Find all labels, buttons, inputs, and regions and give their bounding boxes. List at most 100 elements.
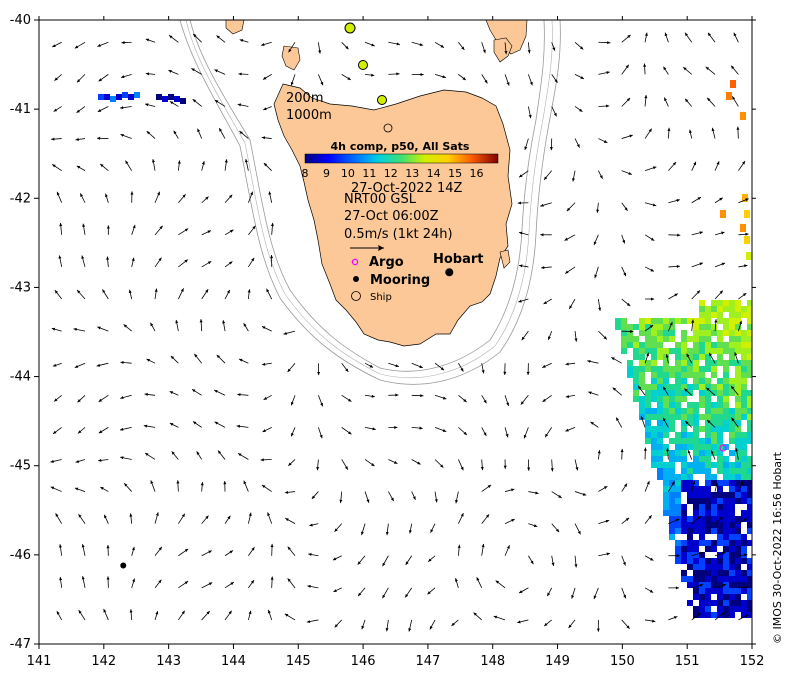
current-vector-head [54,398,58,402]
sst-cell [669,426,675,432]
sst-cell [681,396,687,402]
sst-cell [723,552,729,558]
current-vector-head [596,209,600,213]
current-vector-head [597,450,601,454]
sst-cell [705,474,711,480]
current-vector-head [287,578,291,582]
current-vector-head [693,161,696,166]
sst-cell [735,300,741,306]
sst-cell [693,450,699,456]
sst-cell [711,402,717,408]
sst-cell [663,450,669,456]
x-tick-label: 145 [286,654,311,669]
sst-cell [723,606,729,612]
sst-cell [699,372,705,378]
sst-cell [687,582,693,588]
sst-cell [687,492,693,498]
sst-cell [681,522,687,528]
current-vector-head [250,580,255,584]
current-vector-head [130,191,134,195]
sst-cell [657,318,663,324]
sst-cell [693,444,699,450]
sst-cell [705,456,711,462]
colorbar-title: 4h comp, p50, All Sats [331,140,470,153]
current-vector-head [169,423,174,426]
sst-cell [735,570,741,576]
current-vector-head [395,393,399,397]
contour-label-1000m: 1000m [286,108,332,123]
sst-cell [741,582,747,588]
current-vector-head [644,32,648,36]
current-vector-head [549,147,553,151]
current-vector-head [673,616,678,620]
sst-cell [657,426,663,432]
sst-cell [729,312,735,318]
current-vector-head [542,398,546,402]
current-vector-head [646,352,649,357]
current-vector-head [675,518,680,522]
sst-cell [681,450,687,456]
current-vector-head [229,194,233,199]
sst-cell [729,348,735,354]
sst-cell [134,92,140,98]
sst-cell [627,342,633,348]
current-vector-head [288,462,292,466]
sst-cell [687,390,693,396]
sst-cell [729,306,735,312]
sst-cell [717,426,723,432]
current-vector-head [731,385,735,390]
current-vector-head [244,158,248,163]
sst-cell [699,396,705,402]
current-vector-head [616,417,620,421]
sst-data [98,80,752,618]
sst-cell [723,588,729,594]
sst-cell [740,112,746,120]
current-vector-head [58,544,62,548]
sst-cell [669,528,675,534]
sst-cell [669,330,675,336]
sst-cell [735,522,741,528]
current-vector-head [102,289,106,293]
sst-cell [711,474,717,480]
current-vector-head [260,458,264,462]
sst-cell [681,510,687,516]
current-vector-head [267,512,271,516]
sst-cell [663,318,669,324]
sst-cell [711,564,717,570]
sst-cell [747,318,752,324]
sst-cell [675,372,681,378]
sst-cell [681,546,687,552]
sst-cell [729,540,735,546]
sst-cell [723,300,729,306]
sst-cell [723,576,729,582]
current-vector-head [463,431,467,435]
current-vector-head [77,290,81,294]
sst-cell [669,324,675,330]
sst-cell [717,360,723,366]
sst-cell [729,426,735,432]
sst-cell [741,576,747,582]
current-vector-head [132,578,136,582]
current-vector-head [440,464,444,468]
sst-cell [717,336,723,342]
current-vector-head [74,487,79,491]
sst-cell [699,384,705,390]
current-vector-head [97,109,102,112]
current-vector-head [482,49,486,54]
current-vector-head [520,401,524,405]
current-vector-head [103,608,107,613]
current-vector-head [677,233,681,237]
current-vector-head [487,484,492,489]
sst-cell [729,474,735,480]
current-vector-head [745,232,749,236]
sst-cell [741,486,747,492]
current-vector-head [419,365,423,368]
current-vector-head [184,259,188,263]
sst-cell [723,360,729,366]
sst-cell [735,366,741,372]
sst-cell [717,312,723,318]
current-vector-head [714,482,718,487]
sst-cell [705,564,711,570]
sst-cell [741,534,747,540]
current-vector-head [518,299,522,303]
